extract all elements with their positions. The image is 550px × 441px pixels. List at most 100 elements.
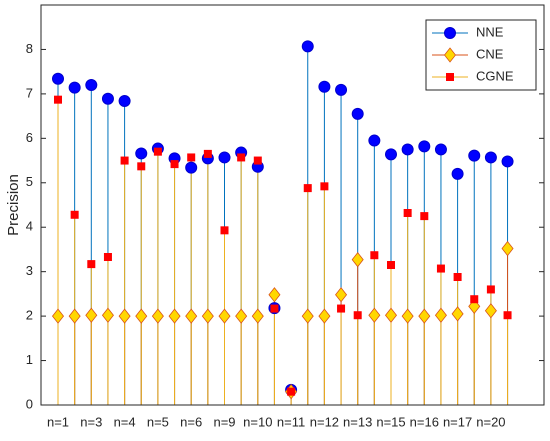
stem-marker xyxy=(368,307,381,323)
y-tick-label: 0 xyxy=(26,396,33,411)
x-tick-label: n=16 xyxy=(410,414,439,429)
y-tick-label: 4 xyxy=(26,219,33,234)
x-tick-label: n=20 xyxy=(476,414,505,429)
x-tick-label: n=15 xyxy=(376,414,405,429)
stem-marker xyxy=(235,308,248,324)
stem-marker xyxy=(253,156,262,165)
stem-marker xyxy=(101,92,114,105)
stem-marker xyxy=(434,307,447,323)
stem-marker xyxy=(320,182,329,191)
x-tick-label: n=10 xyxy=(243,414,272,429)
x-tick-label: n=3 xyxy=(80,414,102,429)
stem-marker xyxy=(503,311,512,320)
legend-marker xyxy=(444,27,456,39)
legend-label: CNE xyxy=(476,46,504,61)
stem-marker xyxy=(301,308,314,324)
x-tick-label: n=11 xyxy=(277,414,305,429)
x-tick-label: n=1 xyxy=(47,414,69,429)
stem-marker xyxy=(468,298,481,314)
stem-marker xyxy=(468,149,481,162)
stem-marker xyxy=(170,160,179,169)
stem-marker xyxy=(436,264,445,273)
stem-marker xyxy=(187,153,196,162)
stem-marker xyxy=(52,72,64,85)
stem-marker xyxy=(484,303,497,319)
legend-label: CGNE xyxy=(476,68,514,83)
stem-marker xyxy=(318,80,331,93)
stem-marker xyxy=(434,143,447,156)
x-tick-label: n=6 xyxy=(180,414,202,429)
stem-marker xyxy=(68,308,81,324)
legend-label: NNE xyxy=(476,24,504,39)
stem-marker xyxy=(85,307,98,323)
stem-marker xyxy=(68,81,81,94)
stem-marker xyxy=(201,308,214,324)
stem-marker xyxy=(218,151,231,164)
stem-marker xyxy=(401,143,414,156)
legend-marker xyxy=(443,47,457,63)
stem-marker xyxy=(118,308,131,324)
y-tick-label: 3 xyxy=(26,263,33,278)
stem-marker xyxy=(135,147,148,160)
stem-marker xyxy=(337,304,346,313)
stem-marker xyxy=(135,308,148,324)
stem-marker xyxy=(418,140,431,153)
stem-marker xyxy=(303,184,312,193)
stem-marker xyxy=(153,147,162,156)
stem-marker xyxy=(203,149,212,158)
y-tick-label: 8 xyxy=(26,41,33,56)
stem-marker xyxy=(220,226,229,235)
y-tick-label: 2 xyxy=(26,308,33,323)
stem-marker xyxy=(287,387,296,396)
stem-marker xyxy=(120,156,129,165)
x-tick-label: n=4 xyxy=(114,414,136,429)
stem-marker xyxy=(85,79,98,91)
stem-marker xyxy=(385,148,397,161)
stem-marker xyxy=(237,153,246,162)
stem-marker xyxy=(268,287,281,303)
stem-marker xyxy=(251,308,264,324)
stem-marker xyxy=(501,155,514,168)
stem-marker xyxy=(484,151,497,164)
stem-marker xyxy=(451,167,464,180)
y-tick-label: 7 xyxy=(26,85,33,100)
stem-marker xyxy=(351,252,364,268)
stem-marker xyxy=(103,253,112,261)
stem-marker xyxy=(403,209,412,217)
stem-marker xyxy=(137,162,146,171)
stem-marker xyxy=(270,304,279,313)
stem-marker xyxy=(418,308,431,324)
stem-marker xyxy=(486,285,495,294)
x-tick-label: n=12 xyxy=(310,414,339,429)
stem-marker xyxy=(301,40,314,53)
y-tick-label: 5 xyxy=(26,174,33,189)
y-tick-label: 6 xyxy=(26,130,33,145)
stem-marker xyxy=(335,83,348,96)
stem-marker xyxy=(384,307,398,323)
stem-marker xyxy=(401,308,414,324)
stem-marker xyxy=(185,308,198,324)
stem-marker xyxy=(151,308,164,324)
stem-marker xyxy=(51,308,65,324)
stem-marker xyxy=(118,95,131,107)
stem-marker xyxy=(335,287,348,303)
x-tick-label: n=9 xyxy=(213,414,235,429)
stem-marker xyxy=(453,273,462,281)
stem-marker xyxy=(353,311,362,320)
y-tick-label: 1 xyxy=(26,352,33,367)
stem-marker xyxy=(70,210,79,219)
y-axis-label: Precision xyxy=(5,174,22,236)
stem-marker xyxy=(318,308,331,324)
stem-marker xyxy=(101,307,114,323)
stem-marker xyxy=(470,295,479,304)
x-tick-label: n=5 xyxy=(147,414,169,429)
stem-marker xyxy=(87,260,96,269)
legend-marker xyxy=(446,73,454,81)
stem-marker xyxy=(54,95,62,104)
stem-marker xyxy=(451,306,464,322)
stem-marker xyxy=(387,261,395,269)
plot-frame xyxy=(40,4,545,406)
stem-marker xyxy=(351,107,364,120)
stem-marker xyxy=(420,212,429,221)
